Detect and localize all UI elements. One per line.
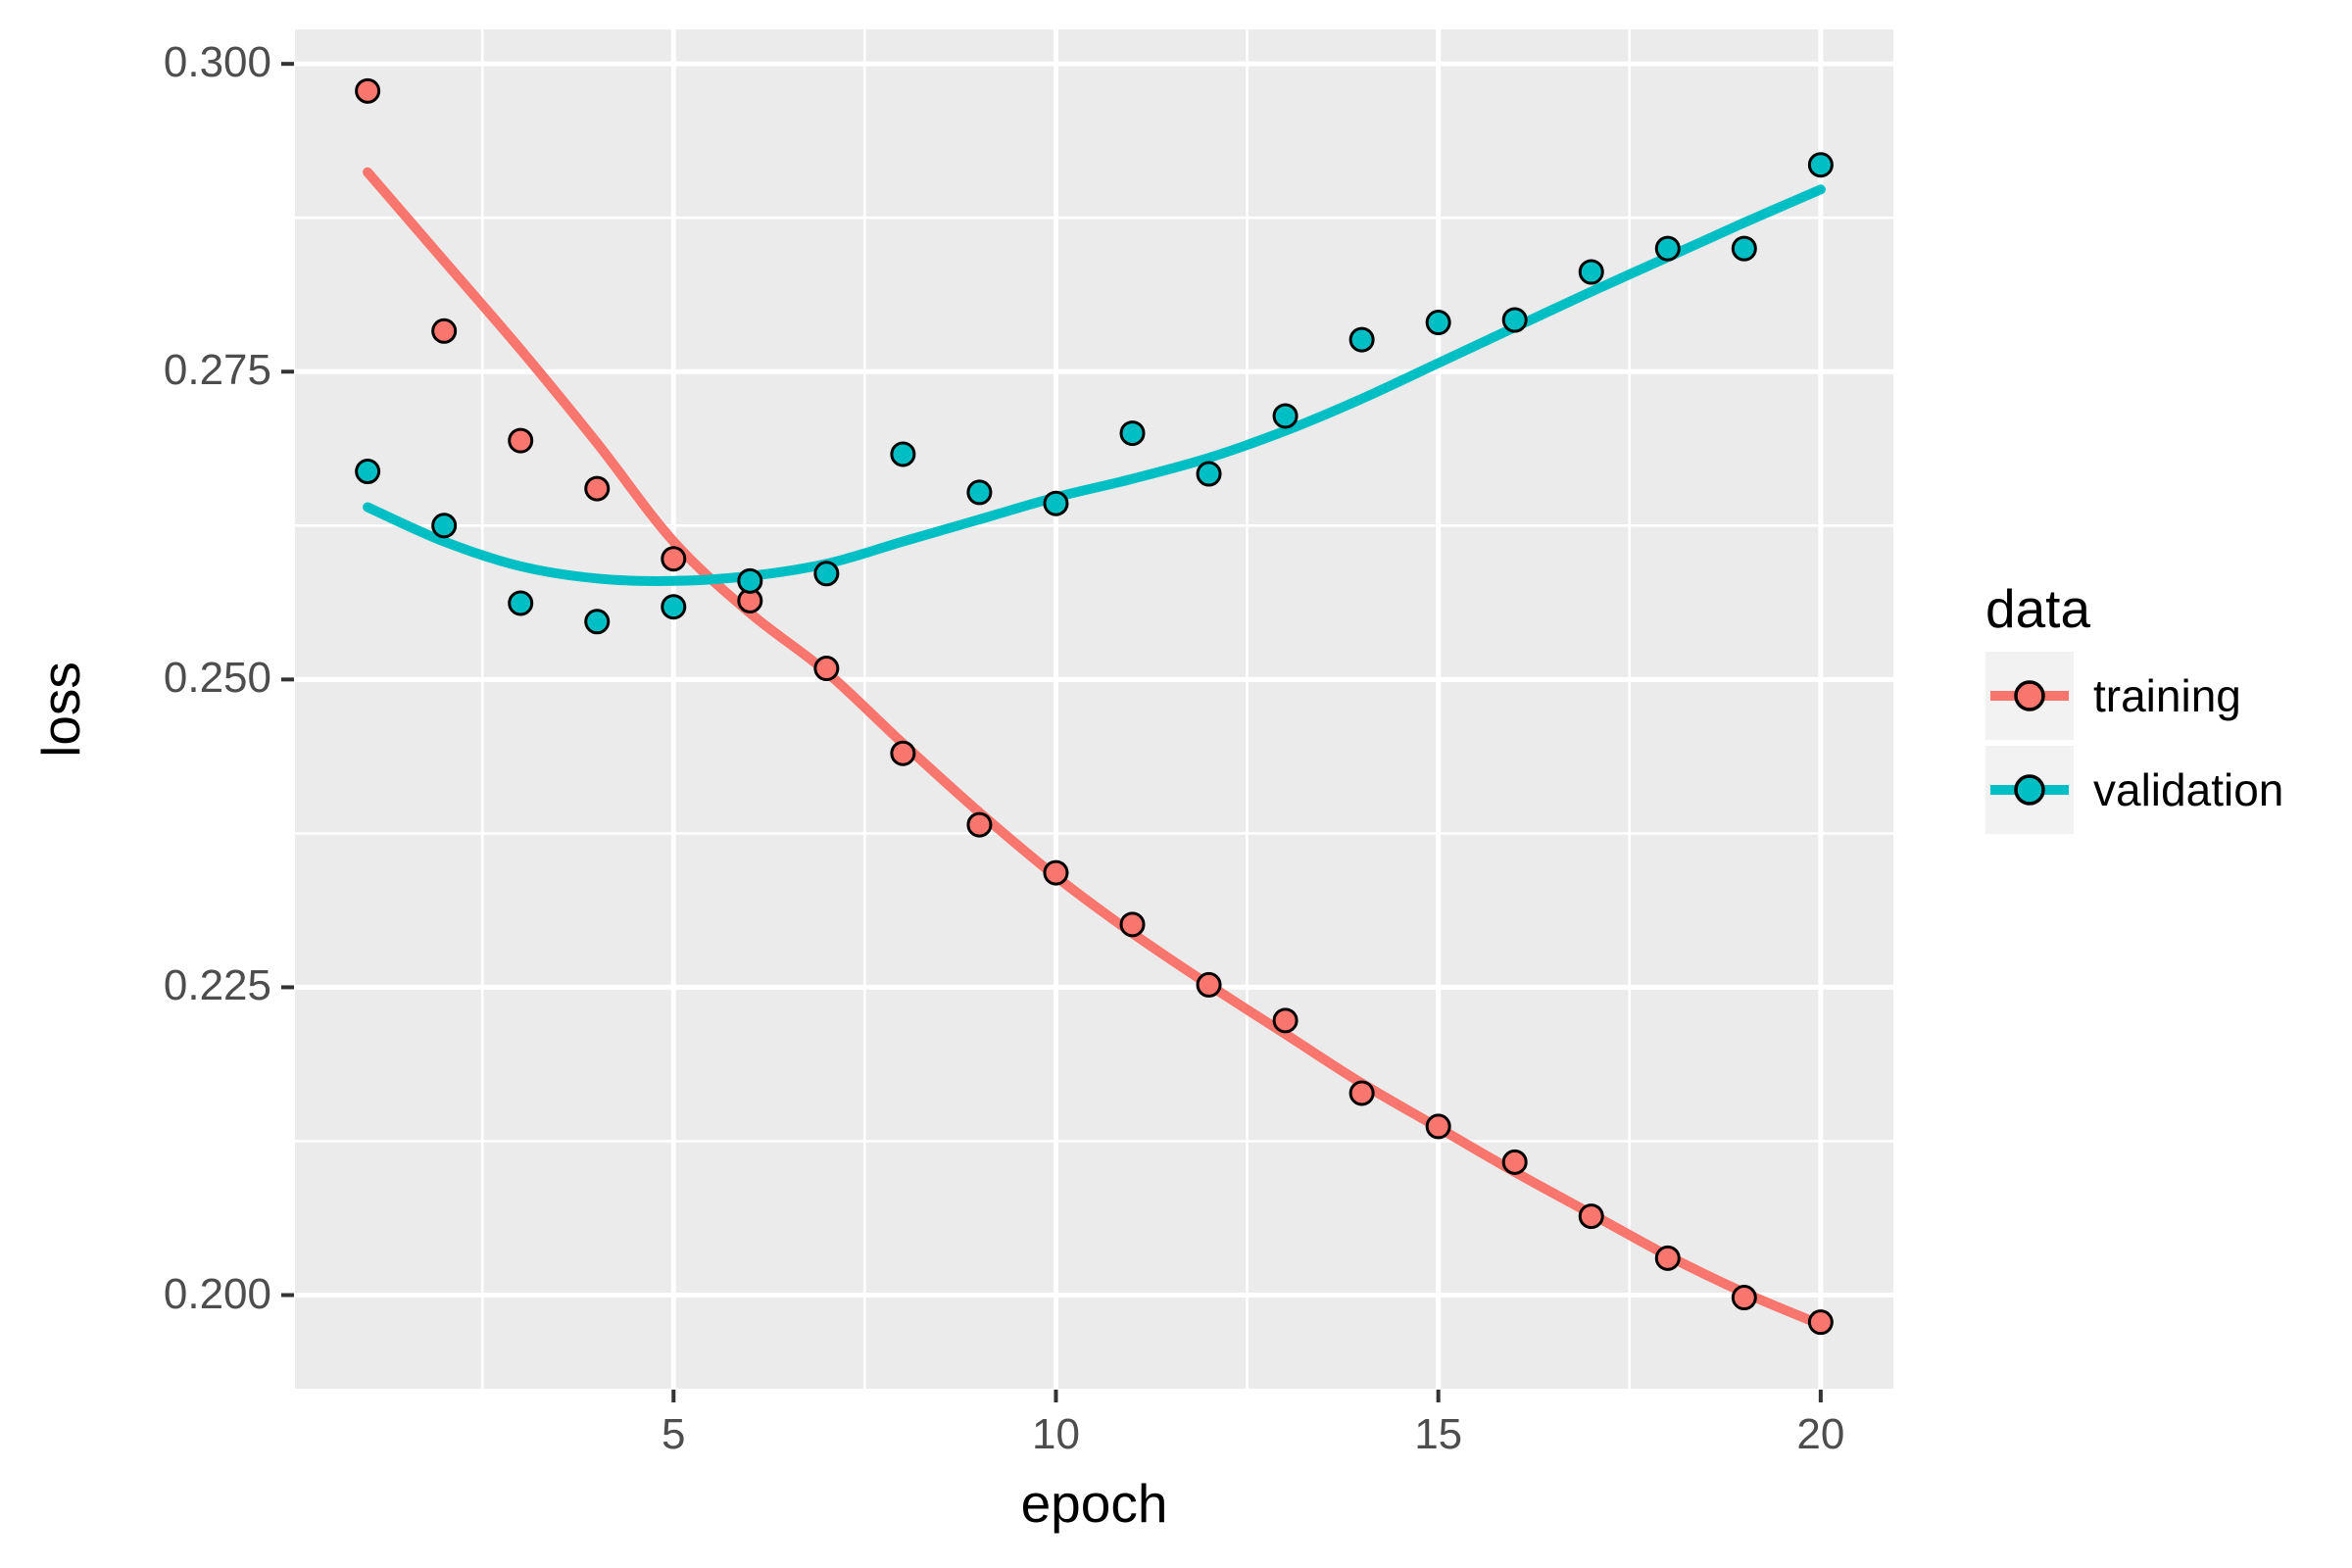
data-point-training <box>1119 911 1146 938</box>
x-axis-title: epoch <box>1020 1473 1168 1534</box>
data-point-validation <box>661 594 687 620</box>
legend-key-validation <box>1985 746 2074 834</box>
data-point-training <box>1425 1113 1451 1140</box>
data-point-training <box>1196 971 1222 998</box>
y-axis-title: loss <box>30 661 91 758</box>
x-tick-label: 20 <box>1796 1410 1845 1458</box>
data-point-training <box>1731 1285 1757 1311</box>
data-point-validation <box>1348 326 1375 353</box>
data-point-training <box>966 811 993 838</box>
data-point-validation <box>508 590 534 616</box>
x-tick-label: 15 <box>1414 1410 1463 1458</box>
data-point-validation <box>1731 235 1757 262</box>
legend-title: data <box>1985 578 2091 639</box>
data-point-training <box>1043 859 1069 886</box>
data-point-training <box>661 546 687 572</box>
data-point-validation <box>966 479 993 506</box>
data-point-training <box>813 656 840 682</box>
data-point-validation <box>1119 420 1146 447</box>
data-point-training <box>355 77 381 104</box>
legend-label-validation: validation <box>2093 764 2284 815</box>
legend-label-training: training <box>2093 670 2241 721</box>
y-tick-label: 0.300 <box>163 38 271 87</box>
y-tick-label: 0.250 <box>163 654 271 703</box>
legend-glyph-validation <box>1990 774 2069 806</box>
data-point-validation <box>1578 259 1604 285</box>
data-point-training <box>508 427 534 454</box>
legend-glyph-training <box>1990 680 2069 711</box>
data-point-training <box>1501 1149 1528 1175</box>
data-point-training <box>1348 1080 1375 1106</box>
data-point-validation <box>431 513 458 539</box>
data-point-training <box>1272 1007 1298 1034</box>
y-tick-label: 0.275 <box>163 346 271 395</box>
y-tick-label: 0.200 <box>163 1269 271 1318</box>
legend-key-training <box>1985 652 2074 740</box>
data-point-validation <box>1501 307 1528 333</box>
data-point-training <box>431 318 458 344</box>
smooth-line-validation <box>363 184 1826 586</box>
data-point-validation <box>813 561 840 587</box>
x-tick-label: 10 <box>1031 1410 1080 1458</box>
data-point-validation <box>1654 235 1681 262</box>
data-point-validation <box>737 567 763 594</box>
data-point-training <box>1578 1203 1604 1230</box>
data-point-validation <box>1807 152 1834 178</box>
data-point-training <box>1807 1309 1834 1336</box>
data-point-training <box>1654 1245 1681 1271</box>
data-point-training <box>890 740 916 766</box>
data-point-training <box>584 475 611 502</box>
y-tick-label: 0.225 <box>163 961 271 1010</box>
data-point-validation <box>1425 310 1451 336</box>
data-point-validation <box>355 459 381 485</box>
data-point-validation <box>1272 403 1298 429</box>
data-point-validation <box>584 609 611 635</box>
data-point-validation <box>1196 461 1222 487</box>
data-point-validation <box>890 441 916 467</box>
x-tick-label: 5 <box>662 1410 686 1458</box>
panel-background <box>295 29 1893 1389</box>
data-point-validation <box>1043 490 1069 516</box>
